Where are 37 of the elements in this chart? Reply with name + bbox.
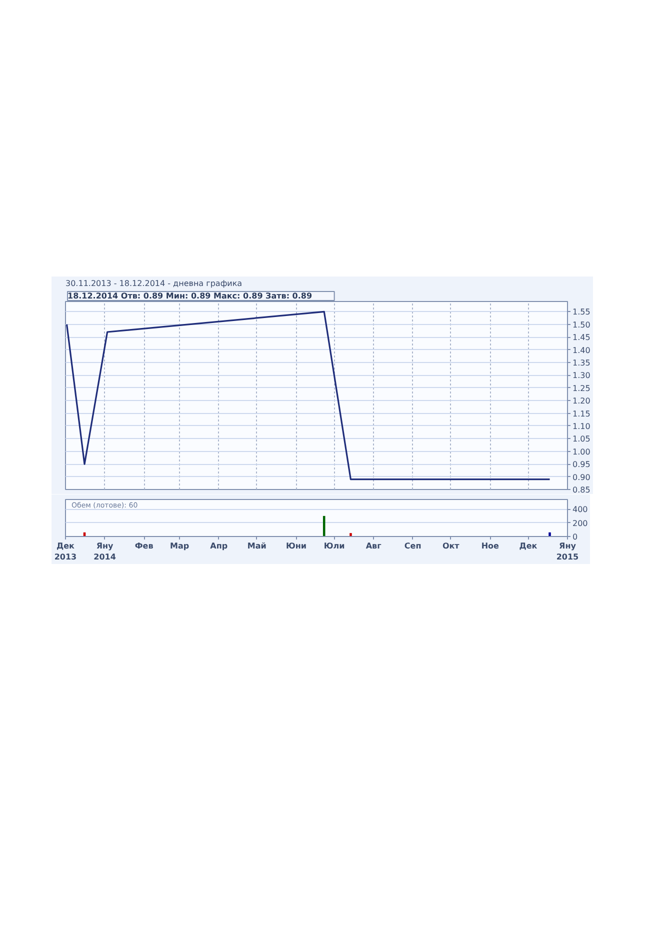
x-tick-label: Дек bbox=[519, 542, 538, 550]
y-tick-label: 0.90 bbox=[572, 472, 590, 482]
x-tick-label: Юни bbox=[286, 542, 306, 550]
y-tick-label: 0.95 bbox=[572, 460, 590, 470]
y-tick-label: 200 bbox=[572, 518, 588, 528]
y-tick-label: 1.10 bbox=[572, 422, 590, 431]
x-tick-label: Юли bbox=[324, 542, 345, 550]
y-tick-label: 1.05 bbox=[572, 434, 590, 444]
y-tick-label: 1.40 bbox=[572, 346, 590, 355]
y-tick-label: 400 bbox=[572, 505, 588, 514]
x-tick-label: Сеп bbox=[404, 542, 422, 550]
chart-title: 30.11.2013 - 18.12.2014 - дневна графика bbox=[66, 279, 242, 288]
x-tick-label: Ное bbox=[481, 542, 500, 550]
x-tick-label: Яну 2015 bbox=[556, 542, 580, 562]
x-tick-label: Авг bbox=[366, 542, 382, 550]
x-tick-label: Апр bbox=[210, 542, 228, 550]
y-tick-label: 0 bbox=[572, 532, 578, 542]
chart-subtitle: 18.12.2014 Отв: 0.89 Мин: 0.89 Макс: 0.89 Затв: 0.89 bbox=[68, 292, 312, 300]
y-tick-label: 1.20 bbox=[572, 396, 590, 406]
y-tick-label: 1.35 bbox=[572, 358, 590, 368]
x-tick-label: Май bbox=[247, 542, 266, 550]
x-tick-label: Яну 2014 bbox=[94, 542, 116, 562]
x-tick-label: Дек 2013 bbox=[54, 542, 77, 562]
y-tick-label: 1.00 bbox=[572, 447, 590, 456]
bar bbox=[548, 532, 551, 536]
bar bbox=[350, 533, 352, 536]
y-tick-label: 1.50 bbox=[572, 320, 590, 330]
y-tick-label: 1.25 bbox=[572, 384, 590, 393]
y-tick-label: 1.15 bbox=[572, 409, 590, 418]
y-tick-label: 1.45 bbox=[572, 333, 590, 342]
x-tick-label: Фев bbox=[134, 542, 154, 550]
line-series bbox=[66, 310, 551, 480]
x-tick-label: Окт bbox=[442, 542, 460, 550]
y-tick-label: 1.30 bbox=[572, 371, 590, 380]
y-tick-label: 0.85 bbox=[572, 486, 590, 494]
x-tick-label: Мар bbox=[170, 542, 190, 550]
y-tick-label: 1.55 bbox=[572, 308, 590, 317]
